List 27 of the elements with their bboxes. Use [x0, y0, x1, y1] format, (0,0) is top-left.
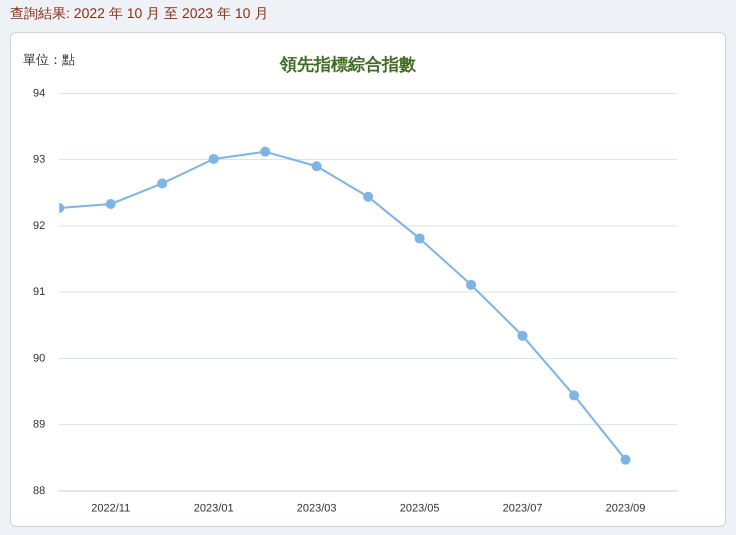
y-tick-label: 90 [32, 352, 46, 364]
point [466, 280, 476, 290]
y-tick-label: 93 [32, 154, 46, 166]
point [569, 390, 580, 400]
point [414, 233, 425, 244]
point [208, 154, 219, 164]
y-tick-label: 89 [32, 418, 46, 431]
point [363, 192, 374, 202]
x-tick-label: 2022/11 [91, 502, 130, 514]
y-tick-label: 92 [32, 220, 46, 232]
point [157, 178, 168, 188]
y-tick-label: 88 [32, 484, 46, 497]
point [518, 330, 528, 341]
x-tick-label: 2023/03 [296, 502, 337, 514]
text: 查詢結果: 2022 年 10 月 至 2023 年 10 月 [10, 5, 268, 23]
point [312, 161, 322, 172]
chart-title: 領先指標綜合指數 [279, 54, 417, 74]
x-tick-label: 2023/09 [606, 502, 646, 514]
y-axis-title: 單位：點 [23, 51, 75, 69]
point [620, 454, 631, 465]
x-tick-label: 2023/05 [400, 502, 440, 514]
y-tick-label: 94 [32, 87, 46, 100]
x-tick-label: 2023/07 [502, 502, 542, 514]
point [106, 199, 116, 210]
x-tick-label: 2023/01 [194, 502, 234, 514]
point [260, 146, 270, 157]
y-tick-label: 91 [32, 286, 46, 298]
